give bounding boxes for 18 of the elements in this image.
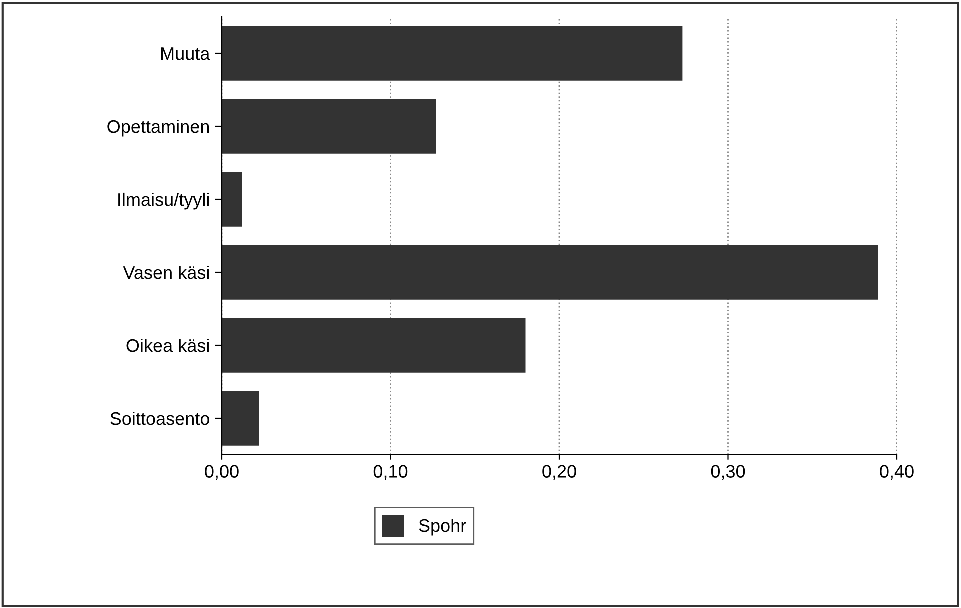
x-tick-label: 0,40 [880, 465, 914, 480]
bar [222, 318, 526, 373]
bar [222, 391, 260, 446]
y-tick-label: Soittoasento [110, 412, 210, 426]
y-tick-label: Muuta [162, 48, 210, 60]
y-tick-label: Ilmaisu/tyyli [118, 192, 209, 210]
x-tick-label: 0,30 [711, 465, 746, 480]
bar [222, 99, 436, 154]
x-tick-label: 0,00 [205, 465, 239, 480]
bar [222, 26, 683, 81]
x-tick-label: 0,20 [542, 465, 576, 480]
x-tick-label: 0,10 [374, 465, 408, 480]
bar [222, 245, 878, 300]
y-tick-label: Vasen käsi [123, 266, 209, 280]
y-tick-label: Opettaminen [108, 120, 210, 137]
y-tick-label: Oikea käsi [126, 338, 209, 352]
legend-label: Spohr [419, 518, 466, 536]
bar [222, 172, 242, 227]
